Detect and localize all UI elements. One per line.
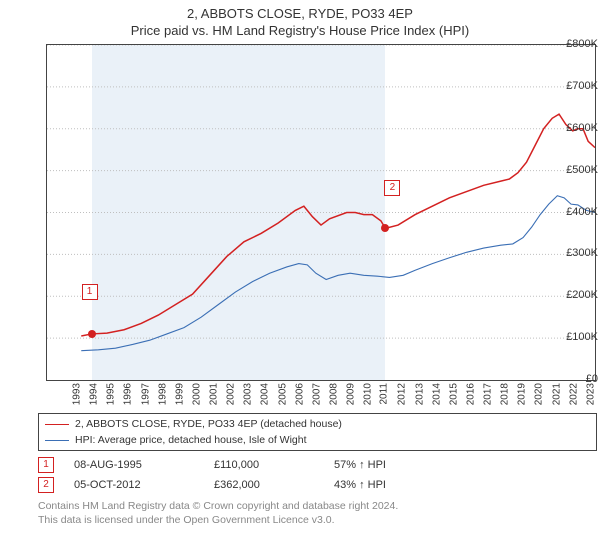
transaction-row: 1 08-AUG-1995 £110,000 57% ↑ HPI	[38, 457, 597, 473]
x-tick-label: 2021	[551, 383, 562, 405]
transaction-date: 08-AUG-1995	[74, 459, 194, 471]
x-tick-label: 2005	[277, 383, 288, 405]
legend-swatch	[45, 424, 69, 425]
transaction-marker-label: 1	[82, 284, 98, 300]
transaction-price: £110,000	[214, 459, 314, 471]
x-tick-label: 2007	[311, 383, 322, 405]
transaction-row: 2 05-OCT-2012 £362,000 43% ↑ HPI	[38, 477, 597, 493]
x-tick-label: 1996	[123, 383, 134, 405]
x-tick-label: 2017	[482, 383, 493, 405]
x-tick-label: 2010	[362, 383, 373, 405]
x-tick-label: 2014	[431, 383, 442, 405]
x-tick-label: 2000	[191, 383, 202, 405]
x-tick-label: 1993	[71, 383, 82, 405]
y-tick-label: £500K	[556, 164, 598, 176]
x-tick-label: 1999	[174, 383, 185, 405]
y-tick-label: £700K	[556, 80, 598, 92]
y-tick-label: £300K	[556, 247, 598, 259]
legend-label: HPI: Average price, detached house, Isle…	[75, 432, 307, 448]
x-tick-label: 2008	[328, 383, 339, 405]
y-tick-label: £100K	[556, 331, 598, 343]
title-block: 2, ABBOTS CLOSE, RYDE, PO33 4EP Price pa…	[0, 0, 600, 38]
legend-item: 2, ABBOTS CLOSE, RYDE, PO33 4EP (detache…	[45, 416, 590, 432]
x-tick-label: 2019	[517, 383, 528, 405]
transaction-marker-dot	[381, 224, 389, 232]
footer: Contains HM Land Registry data © Crown c…	[38, 499, 597, 527]
transactions-table: 1 08-AUG-1995 £110,000 57% ↑ HPI 2 05-OCT-201…	[38, 457, 597, 493]
legend-swatch	[45, 440, 69, 441]
x-tick-label: 2022	[568, 383, 579, 405]
footer-line-2: This data is licensed under the Open Gov…	[38, 513, 597, 527]
legend-item: HPI: Average price, detached house, Isle…	[45, 432, 590, 448]
transaction-number-badge: 1	[38, 457, 54, 473]
x-tick-label: 2015	[448, 383, 459, 405]
y-tick-label: £200K	[556, 289, 598, 301]
x-tick-label: 2003	[243, 383, 254, 405]
x-tick-label: 1998	[157, 383, 168, 405]
x-tick-label: 2020	[534, 383, 545, 405]
transaction-hpi: 43% ↑ HPI	[334, 479, 386, 491]
x-tick-label: 2011	[379, 383, 390, 405]
x-tick-label: 2004	[260, 383, 271, 405]
x-tick-label: 2023	[585, 383, 596, 405]
y-tick-label: £600K	[556, 122, 598, 134]
legend-label: 2, ABBOTS CLOSE, RYDE, PO33 4EP (detache…	[75, 416, 342, 432]
x-tick-label: 2018	[499, 383, 510, 405]
x-tick-label: 1995	[106, 383, 117, 405]
transaction-date: 05-OCT-2012	[74, 479, 194, 491]
footer-line-1: Contains HM Land Registry data © Crown c…	[38, 499, 597, 513]
x-tick-label: 2002	[225, 383, 236, 405]
plot-area: 12	[46, 44, 596, 381]
y-tick-label: £400K	[556, 206, 598, 218]
transaction-price: £362,000	[214, 479, 314, 491]
transaction-marker-dot	[88, 330, 96, 338]
transaction-number-badge: 2	[38, 477, 54, 493]
below-chart: 2, ABBOTS CLOSE, RYDE, PO33 4EP (detache…	[38, 413, 597, 527]
line-series	[47, 45, 595, 380]
x-tick-label: 2012	[397, 383, 408, 405]
transaction-marker-label: 2	[384, 180, 400, 196]
x-tick-label: 2006	[294, 383, 305, 405]
x-tick-label: 1997	[140, 383, 151, 405]
y-tick-label: £800K	[556, 38, 598, 50]
x-tick-label: 2009	[345, 383, 356, 405]
x-tick-label: 2001	[208, 383, 219, 405]
title-line-2: Price paid vs. HM Land Registry's House …	[0, 23, 600, 38]
series-address	[81, 114, 595, 336]
transaction-hpi: 57% ↑ HPI	[334, 459, 386, 471]
x-tick-label: 2013	[414, 383, 425, 405]
chart-container: 2, ABBOTS CLOSE, RYDE, PO33 4EP Price pa…	[0, 0, 600, 560]
legend-box: 2, ABBOTS CLOSE, RYDE, PO33 4EP (detache…	[38, 413, 597, 451]
x-tick-label: 2016	[465, 383, 476, 405]
x-tick-label: 1994	[88, 383, 99, 405]
title-line-1: 2, ABBOTS CLOSE, RYDE, PO33 4EP	[0, 6, 600, 21]
series-hpi	[81, 196, 595, 351]
